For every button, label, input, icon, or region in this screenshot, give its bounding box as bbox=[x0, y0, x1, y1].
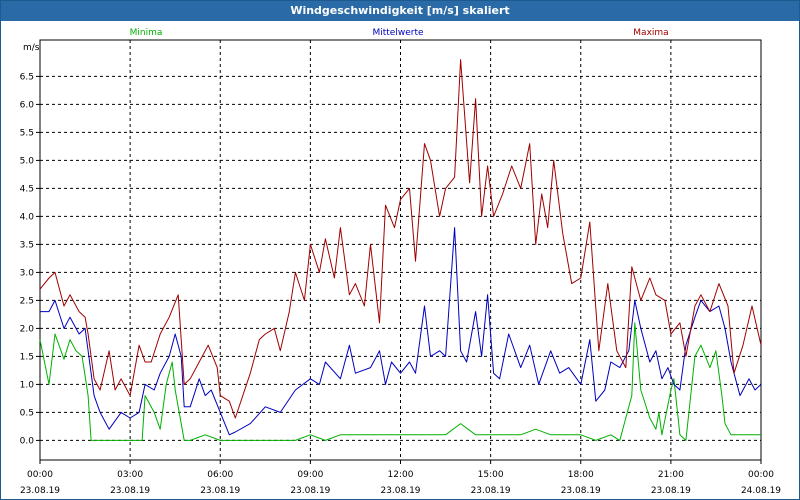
x-tick-date: 23.08.19 bbox=[290, 486, 330, 496]
x-axis: 00:00 23.08.19 03:00 23.08.19 06:00 23.08.19 0… bbox=[20, 460, 781, 496]
y-tick-label: 2.0 bbox=[20, 324, 35, 334]
y-tick-label: 4.5 bbox=[20, 184, 34, 194]
series-line-minima bbox=[39, 322, 761, 441]
legend-maxima: Maxima bbox=[633, 28, 668, 38]
y-axis-label: m/s bbox=[23, 43, 40, 53]
y-tick-label: 1.5 bbox=[20, 352, 34, 362]
series-line-mittelwerte bbox=[40, 227, 762, 436]
y-tick-label: 2.5 bbox=[20, 296, 34, 306]
x-tick-time: 00:00 bbox=[748, 470, 774, 480]
x-tick-date: 23.08.19 bbox=[561, 486, 601, 496]
x-tick-date: 24.08.19 bbox=[741, 486, 781, 496]
window-title: Windgeschwindigkeit [m/s] skaliert bbox=[1, 1, 799, 21]
y-tick-label: 5.5 bbox=[20, 128, 34, 138]
x-tick-date: 23.08.19 bbox=[20, 486, 60, 496]
y-tick-label: 1.0 bbox=[20, 380, 35, 390]
x-tick-time: 21:00 bbox=[658, 470, 684, 480]
x-tick-date: 23.08.19 bbox=[471, 486, 511, 496]
y-tick-label: 6.0 bbox=[20, 100, 35, 110]
x-tick-date: 23.08.19 bbox=[200, 486, 240, 496]
y-tick-label: 6.5 bbox=[20, 72, 34, 82]
x-tick-time: 09:00 bbox=[297, 470, 323, 480]
y-tick-label: 3.0 bbox=[20, 268, 35, 278]
legend-minima: Minima bbox=[130, 28, 163, 38]
x-tick-time: 15:00 bbox=[478, 470, 504, 480]
x-tick-time: 18:00 bbox=[568, 470, 594, 480]
x-tick-time: 03:00 bbox=[117, 470, 143, 480]
y-tick-label: 3.5 bbox=[20, 240, 34, 250]
legend-mittelwerte: Mittelwerte bbox=[372, 28, 423, 38]
series-line-maxima bbox=[39, 59, 762, 419]
y-tick-label: 5.0 bbox=[20, 156, 35, 166]
y-axis: 0.0 0.5 1.0 1.5 2.0 2.5 3.0 3.5 4.0 4.5 5.0 5.5 6.0 6… bbox=[20, 72, 40, 446]
x-tick-date: 23.08.19 bbox=[651, 486, 691, 496]
series bbox=[39, 59, 762, 441]
y-tick-label: 4.0 bbox=[20, 212, 35, 222]
x-tick-time: 00:00 bbox=[27, 470, 53, 480]
chart: 0.0 0.5 1.0 1.5 2.0 2.5 3.0 3.5 4.0 4.5 5.0 5.5 6.0 6… bbox=[20, 28, 782, 496]
x-tick-date: 23.08.19 bbox=[380, 486, 420, 496]
y-tick-label: 0.0 bbox=[20, 436, 35, 446]
y-tick-label: 0.5 bbox=[20, 408, 34, 418]
x-tick-time: 12:00 bbox=[388, 470, 414, 480]
x-tick-date: 23.08.19 bbox=[110, 486, 150, 496]
x-tick-time: 06:00 bbox=[207, 470, 233, 480]
